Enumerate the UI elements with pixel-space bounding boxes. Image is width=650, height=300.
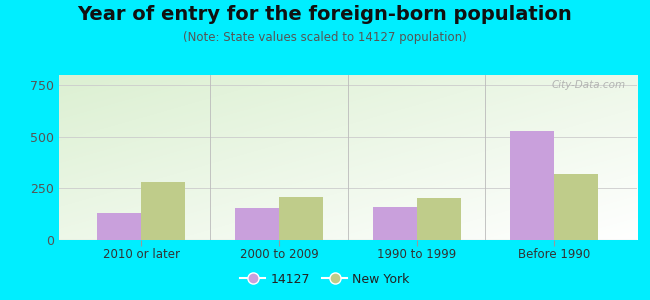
Bar [554,174,599,240]
Legend: 14127, New York: 14127, New York [235,268,415,291]
Text: (Note: State values scaled to 14127 population): (Note: State values scaled to 14127 popu… [183,32,467,44]
Bar [97,213,141,240]
Bar [510,131,554,240]
Text: Year of entry for the foreign-born population: Year of entry for the foreign-born popul… [77,4,573,23]
Bar [372,207,417,240]
Bar [141,182,185,240]
Bar [235,208,279,240]
Text: City-Data.com: City-Data.com [551,80,625,90]
Bar [417,198,461,240]
Bar [279,197,323,240]
